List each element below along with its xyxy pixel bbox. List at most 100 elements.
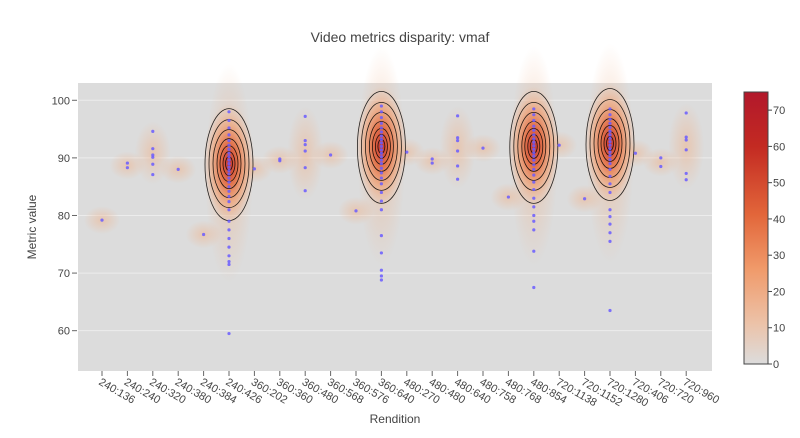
data-point (684, 138, 688, 142)
y-tick-label: 100 (52, 95, 70, 107)
data-point (608, 167, 612, 171)
data-point (252, 167, 256, 171)
data-point (608, 121, 612, 125)
density-blob (584, 83, 636, 204)
data-point (227, 236, 231, 241)
data-point (608, 140, 612, 144)
density-contour (222, 151, 236, 177)
data-point (608, 308, 612, 313)
data-point (532, 154, 536, 158)
data-point (227, 200, 231, 204)
density-contour (360, 101, 402, 191)
data-point (379, 151, 383, 155)
data-point (227, 118, 231, 123)
data-point (659, 156, 663, 160)
data-point (659, 164, 663, 169)
colorbar-tick-label: 40 (773, 214, 785, 226)
colorbar-tick-label: 70 (773, 105, 785, 117)
data-point (583, 197, 587, 201)
data-point (303, 139, 307, 143)
data-point (227, 151, 231, 155)
data-point (227, 245, 231, 249)
data-point (608, 125, 612, 129)
data-point (430, 157, 434, 161)
density-halo (668, 102, 705, 190)
data-point (379, 155, 383, 159)
data-point (608, 162, 612, 166)
data-point (684, 111, 688, 115)
data-point (532, 205, 536, 209)
data-point (379, 110, 383, 114)
data-point (379, 278, 383, 282)
data-point (379, 268, 383, 272)
density-contour (356, 90, 406, 204)
chart-title: Video metrics disparity: vmaf (311, 29, 490, 45)
data-point (456, 177, 460, 181)
colorbar-tick-label: 20 (773, 286, 785, 298)
data-point (227, 180, 231, 184)
data-point (227, 331, 231, 336)
data-point (379, 158, 383, 162)
data-point (151, 172, 155, 177)
data-point (379, 162, 383, 166)
data-point (608, 136, 612, 140)
data-point (303, 166, 307, 170)
data-point (379, 126, 383, 130)
data-point (532, 107, 536, 111)
data-point (608, 239, 612, 243)
data-point (151, 162, 155, 166)
colorbar-tick-label: 0 (773, 359, 779, 371)
data-point (151, 155, 155, 159)
data-point (532, 173, 536, 177)
data-point (456, 164, 460, 168)
data-point (151, 129, 155, 133)
data-point (227, 259, 231, 264)
data-point (532, 213, 536, 218)
data-point (379, 182, 383, 186)
data-point (227, 185, 231, 189)
data-point (456, 136, 460, 140)
data-point (227, 219, 231, 223)
y-tick-label: 70 (58, 268, 70, 280)
data-point (532, 219, 536, 223)
data-point (684, 135, 688, 139)
density-contour (606, 136, 614, 151)
data-point (379, 234, 383, 238)
colorbar: 0 10 20 30 40 50 60 70 (743, 91, 785, 371)
data-point (532, 118, 536, 123)
density-contour (509, 90, 559, 204)
scatter-layer (100, 104, 688, 336)
colorbar-gradient (743, 91, 769, 365)
x-axis: 240:136240:240240:320240:380240:384240:4… (97, 371, 721, 410)
data-point (608, 190, 612, 195)
data-point (227, 139, 231, 143)
density-contour (374, 133, 388, 159)
data-point (532, 187, 536, 192)
data-point (608, 129, 612, 133)
density-halo (439, 105, 476, 190)
data-point (379, 274, 383, 278)
data-point (227, 158, 231, 162)
data-point (608, 158, 612, 162)
data-point (481, 146, 485, 150)
data-point (227, 155, 231, 159)
data-point (608, 208, 612, 212)
data-point (608, 222, 612, 226)
data-point (379, 130, 383, 134)
data-point (278, 159, 282, 163)
colorbar-tick-label: 30 (773, 250, 785, 262)
data-point (608, 153, 612, 158)
data-point (379, 199, 383, 203)
data-point (379, 115, 383, 120)
data-point (303, 149, 307, 153)
data-point (430, 161, 434, 165)
data-point (379, 141, 383, 145)
y-tick-label: 80 (58, 210, 70, 222)
data-point (227, 262, 231, 267)
data-point (608, 113, 612, 117)
x-axis-title: Rendition (370, 412, 421, 426)
data-point (379, 166, 383, 170)
data-point (532, 196, 536, 200)
density-halo (287, 106, 324, 201)
density-contour (517, 111, 551, 181)
